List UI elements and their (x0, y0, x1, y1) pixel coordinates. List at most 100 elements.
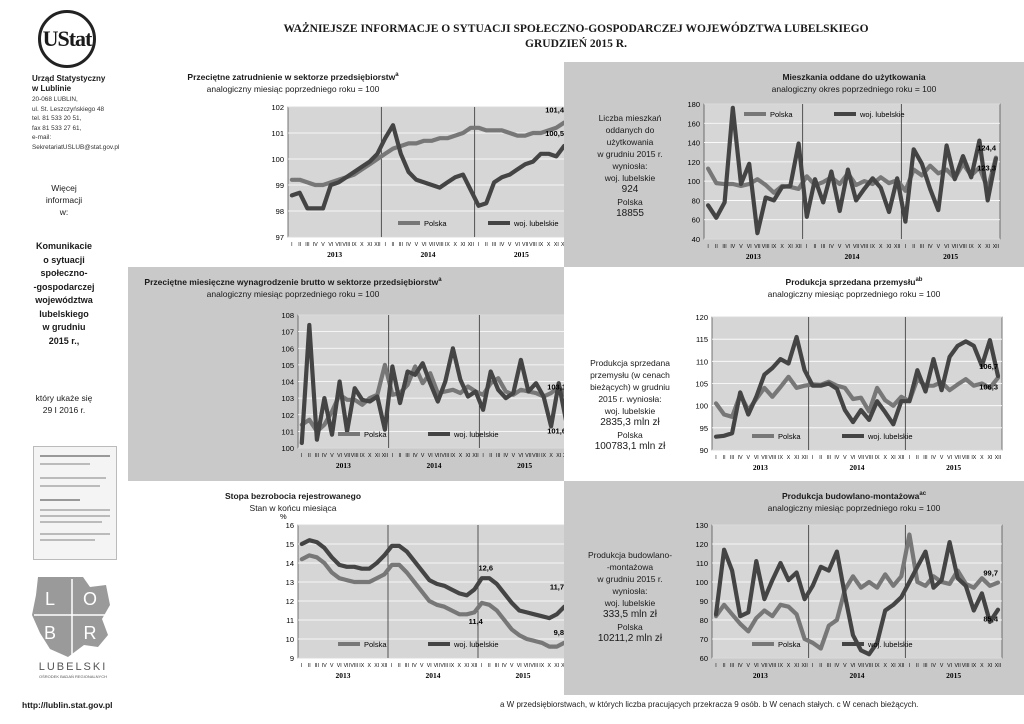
data-label: 100,5 (545, 129, 564, 138)
info-value-region: 333,5 mln zł (603, 609, 657, 620)
info-line: woj. lubelskie (604, 173, 656, 183)
x-tick-label: XI (554, 663, 559, 669)
y-tick-label: 160 (687, 119, 700, 128)
x-tick-label: III (923, 663, 927, 669)
lobr-subtitle: OŚRODEK BADAŃ REGIONALNYCH (39, 674, 107, 679)
info-value-region: 2835,3 mln zł (600, 417, 660, 428)
x-tick-label: VII (858, 455, 864, 461)
x-tick-label: VI (947, 455, 952, 461)
x-tick-label: II (916, 455, 919, 461)
x-tick-label: V (421, 453, 425, 459)
data-label: 11,7 (550, 583, 564, 592)
x-tick-label: IV (412, 663, 417, 669)
x-tick-label: III (827, 455, 831, 461)
chart-title: Przeciętne miesięczne wynagrodzenie brut… (128, 277, 458, 287)
series-line-polska (299, 553, 564, 649)
x-tick-label: II (723, 663, 726, 669)
x-tick-label: XI (375, 453, 380, 459)
x-tick-label: II (308, 663, 311, 669)
series-line-polska (289, 120, 564, 188)
x-tick-label: I (707, 244, 708, 250)
y-tick-label: 9 (290, 654, 294, 663)
website-link[interactable]: http://lublin.stat.gov.pl (22, 700, 113, 710)
x-tick-label: IX (352, 242, 357, 248)
info-line: Polska (617, 622, 643, 632)
sidebar: UStat Urząd Statystyczny w Lublinie 20-0… (0, 0, 128, 724)
x-tick-label: VIII (436, 242, 444, 248)
data-label: 124,4 (977, 144, 997, 153)
address-line: ul. St. Leszczyńskiego 48 (32, 105, 105, 113)
x-tick-label: I (291, 242, 292, 248)
x-tick-label: II (398, 663, 401, 669)
legend-label: woj. lubelskie (513, 219, 559, 228)
x-tick-label: VII (344, 663, 350, 669)
x-tick-label: XII (374, 242, 380, 248)
x-tick-label: VII (952, 244, 958, 250)
x-tick-label: VI (337, 453, 342, 459)
data-label: 103,1 (547, 382, 564, 391)
x-tick-label: VII (853, 244, 859, 250)
x-tick-label: VII (955, 663, 961, 669)
y-tick-label: 107 (281, 328, 294, 337)
x-tick-label: IV (928, 244, 933, 250)
email-link[interactable]: SekretariatUSLUB@stat.gov.pl (32, 143, 120, 151)
y-tick-label: 110 (696, 559, 708, 568)
publication-thumbnail[interactable] (33, 446, 117, 560)
x-tick-label: XII (795, 244, 801, 250)
info-line: woj. lubelskie (604, 406, 656, 416)
y-tick-label: 180 (687, 100, 700, 109)
x-tick-label: VI (947, 663, 952, 669)
x-tick-label: VIII (762, 244, 770, 250)
publication-title-line: o sytuacji (43, 254, 85, 265)
x-tick-label: VIII (865, 663, 873, 669)
year-label: 2015 (946, 671, 961, 680)
data-label: 85,4 (983, 615, 998, 624)
x-tick-label: I (806, 244, 807, 250)
x-tick-label: I (909, 455, 910, 461)
x-tick-label: VIII (860, 244, 868, 250)
x-tick-label: XII (563, 453, 564, 459)
x-tick-label: X (360, 242, 364, 248)
x-tick-label: II (392, 242, 395, 248)
legend-label: woj. lubelskie (867, 432, 913, 441)
x-tick-label: X (459, 453, 463, 459)
y-tick-label: 106 (281, 344, 294, 353)
x-tick-label: IX (778, 663, 783, 669)
x-tick-label: I (715, 455, 716, 461)
x-tick-label: X (980, 663, 984, 669)
x-tick-label: III (492, 242, 496, 248)
lobr-logo: L O B R LUBELSKI OŚRODEK BADAŃ REGIONALN… (32, 577, 110, 679)
x-tick-label: V (330, 663, 334, 669)
address-line: e-mail: (32, 134, 52, 141)
x-tick-label: VIII (962, 663, 970, 669)
y-tick-label: 120 (687, 158, 700, 167)
x-tick-label: VIII (532, 453, 540, 459)
y-tick-label: 97 (276, 233, 284, 242)
x-tick-label: III (722, 244, 726, 250)
construction-panel: Produkcja budowlano-montażowaac analogicz… (564, 481, 1024, 695)
chart-subtitle: Stan w końcu miesiąca (249, 503, 337, 513)
address-line: fax 81 533 27 61, (32, 124, 82, 132)
x-tick-label: VI (427, 663, 432, 669)
year-label: 2014 (427, 461, 442, 470)
x-tick-label: X (368, 663, 372, 669)
x-tick-label: III (821, 244, 825, 250)
y-tick-label: 130 (695, 521, 708, 530)
x-tick-label: IV (406, 242, 411, 248)
x-tick-label: V (747, 455, 751, 461)
info-line: wyniosła: (612, 586, 648, 596)
x-tick-label: VII (761, 455, 767, 461)
chart-subtitle: analogiczny miesiąc poprzedniego roku = … (767, 289, 941, 299)
data-label: 123,3 (977, 164, 996, 173)
chart-title-footnote-mark: a (438, 277, 442, 284)
x-tick-label: VI (845, 244, 850, 250)
x-tick-label: V (415, 242, 419, 248)
industry-panel: Produkcja sprzedana przemysłuab analogicz… (564, 267, 1024, 481)
x-tick-label: XI (374, 663, 379, 669)
x-tick-label: VII (435, 453, 441, 459)
x-tick-label: X (453, 242, 457, 248)
lobr-map-shape (32, 577, 110, 657)
y-tick-label: 120 (695, 540, 708, 549)
x-tick-label: VII (858, 663, 864, 669)
x-tick-label: IV (503, 453, 508, 459)
